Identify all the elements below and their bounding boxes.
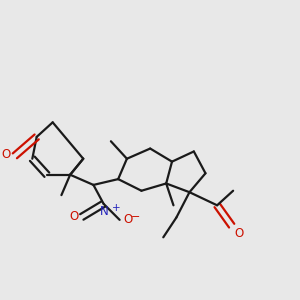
Text: O: O <box>1 148 10 161</box>
Text: N: N <box>100 205 109 218</box>
Text: O: O <box>69 210 78 223</box>
Text: O: O <box>235 227 244 240</box>
Text: −: − <box>131 212 141 222</box>
Text: O: O <box>123 213 132 226</box>
Text: +: + <box>112 203 121 213</box>
